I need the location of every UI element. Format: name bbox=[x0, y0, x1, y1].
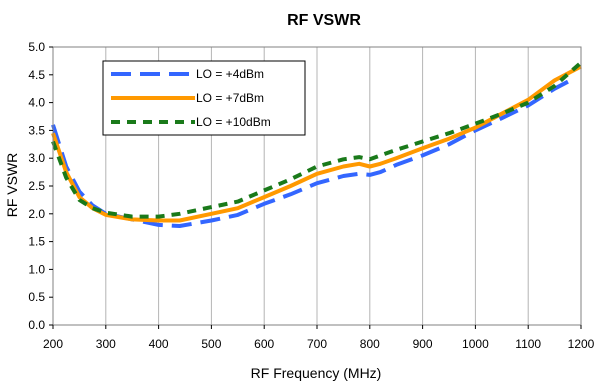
x-axis-label: RF Frequency (MHz) bbox=[251, 365, 382, 381]
legend-label: LO = +10dBm bbox=[196, 115, 271, 129]
x-tick-label: 800 bbox=[360, 337, 380, 351]
legend: LO = +4dBm LO = +7dBm LO = +10dBm bbox=[102, 60, 306, 136]
y-tick-label: 3.0 bbox=[28, 151, 45, 165]
y-tick-label: 1.0 bbox=[28, 262, 45, 276]
x-tick-label: 900 bbox=[413, 337, 433, 351]
x-tick-label: 1200 bbox=[568, 337, 595, 351]
legend-label: LO = +4dBm bbox=[196, 67, 264, 81]
y-axis-label: RF VSWR bbox=[4, 153, 20, 218]
x-tick-label: 200 bbox=[43, 337, 63, 351]
x-tick-label: 300 bbox=[96, 337, 116, 351]
x-tick-label: 500 bbox=[201, 337, 221, 351]
series-layer bbox=[51, 61, 583, 228]
y-tick-label: 0.5 bbox=[28, 290, 45, 304]
axes: 0.0 0.5 1.0 1.5 2.0 2.5 3.0 3.5 4.0 4.5 5.0 200 300 4… bbox=[28, 40, 594, 351]
x-tick-label: 1000 bbox=[462, 337, 489, 351]
x-tick-label: 400 bbox=[149, 337, 169, 351]
series-line bbox=[51, 64, 582, 223]
y-tick-label: 2.5 bbox=[28, 179, 45, 193]
y-tick-label: 1.5 bbox=[28, 235, 45, 249]
y-tick-label: 4.0 bbox=[28, 96, 45, 110]
y-tick-label: 0.0 bbox=[28, 318, 45, 332]
x-tick-label: 700 bbox=[307, 337, 327, 351]
y-tick-label: 4.5 bbox=[28, 68, 45, 82]
y-tick-label: 2.0 bbox=[28, 207, 45, 221]
y-tick-label: 5.0 bbox=[28, 40, 45, 54]
x-tick-label: 1100 bbox=[515, 337, 541, 351]
y-tick-label: 3.5 bbox=[28, 123, 45, 137]
legend-label: LO = +7dBm bbox=[196, 91, 264, 105]
x-tick-label: 600 bbox=[254, 337, 274, 351]
chart-title: RF VSWR bbox=[287, 12, 361, 29]
